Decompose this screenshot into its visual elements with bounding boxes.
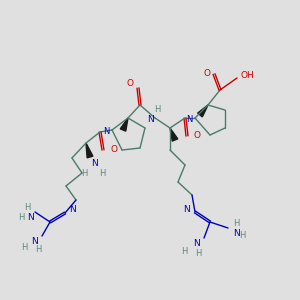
Text: N: N	[31, 236, 38, 245]
Text: H: H	[239, 232, 245, 241]
Text: H: H	[233, 218, 239, 227]
Text: N: N	[27, 214, 33, 223]
Text: H: H	[195, 250, 201, 259]
Text: N: N	[232, 229, 239, 238]
Text: H: H	[154, 106, 160, 115]
Text: H: H	[24, 202, 30, 211]
Text: N: N	[186, 116, 192, 124]
Text: O: O	[194, 131, 200, 140]
Text: N: N	[70, 206, 76, 214]
Text: O: O	[203, 70, 211, 79]
Text: N: N	[103, 128, 109, 136]
Text: H: H	[99, 169, 105, 178]
Text: H: H	[21, 244, 27, 253]
Text: N: N	[184, 206, 190, 214]
Text: N: N	[193, 238, 200, 247]
Polygon shape	[120, 118, 128, 131]
Text: O: O	[127, 80, 134, 88]
Text: H: H	[18, 212, 24, 221]
Text: H: H	[35, 245, 41, 254]
Text: N: N	[148, 116, 154, 124]
Text: N: N	[91, 158, 98, 167]
Text: H: H	[81, 169, 87, 178]
Text: H: H	[181, 248, 187, 256]
Text: OH: OH	[240, 71, 254, 80]
Text: O: O	[110, 146, 118, 154]
Polygon shape	[170, 128, 178, 141]
Polygon shape	[198, 105, 208, 117]
Polygon shape	[86, 143, 93, 158]
